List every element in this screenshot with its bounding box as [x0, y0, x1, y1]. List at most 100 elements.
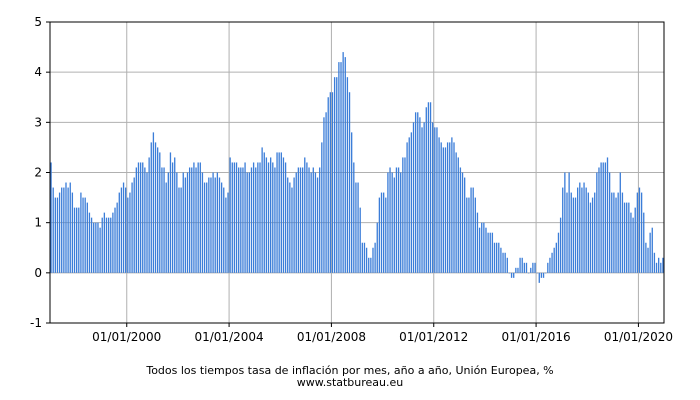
bar	[365, 247, 368, 273]
bar	[263, 152, 265, 273]
bar	[78, 207, 80, 273]
bar	[340, 62, 342, 273]
bar	[65, 182, 67, 273]
bar	[270, 157, 272, 273]
bar	[545, 272, 547, 274]
bar	[513, 272, 515, 278]
y-tick-label: 1	[34, 216, 42, 230]
bar	[238, 167, 240, 273]
bar	[449, 142, 451, 273]
bar	[649, 232, 651, 273]
bar	[280, 152, 282, 273]
bar	[169, 152, 172, 273]
bar	[645, 242, 647, 273]
bar	[50, 162, 52, 273]
bar	[459, 167, 462, 273]
bar	[178, 187, 180, 273]
bar	[321, 142, 323, 273]
x-tick-label: 01/01/2012	[399, 330, 468, 344]
bar	[182, 172, 184, 273]
bar	[120, 187, 123, 273]
x-tick-label: 01/01/2016	[501, 330, 570, 344]
bar	[242, 167, 244, 273]
bar	[417, 112, 419, 273]
plot-frame	[49, 21, 665, 324]
bar	[314, 172, 317, 273]
bar	[167, 172, 169, 273]
bar	[75, 207, 78, 273]
bar	[412, 122, 415, 273]
bar	[572, 197, 575, 273]
bar	[186, 172, 189, 273]
bar	[361, 242, 363, 273]
bar	[199, 162, 201, 273]
bar	[380, 192, 383, 273]
bar	[378, 197, 381, 273]
bar	[508, 272, 511, 274]
chart-source: www.statbureau.eu	[296, 376, 404, 389]
bar	[536, 272, 538, 274]
bar	[461, 172, 464, 273]
bar	[265, 157, 268, 273]
bar	[71, 192, 74, 273]
bar	[284, 162, 287, 273]
bar	[540, 272, 543, 278]
bar	[144, 167, 146, 273]
bar	[408, 137, 410, 273]
bar	[434, 127, 436, 273]
bar	[112, 212, 114, 273]
bar	[122, 182, 125, 273]
bar	[206, 182, 208, 273]
bar	[267, 162, 270, 273]
bar	[73, 207, 76, 273]
bar	[146, 172, 148, 273]
bar	[274, 167, 276, 273]
bar	[468, 197, 470, 273]
bar	[223, 187, 225, 273]
bar	[329, 92, 332, 273]
grid-lines	[50, 21, 664, 324]
bar	[165, 182, 167, 273]
bar	[474, 197, 476, 273]
y-tick-label: 3	[34, 115, 42, 129]
bar	[591, 197, 594, 273]
bar	[483, 222, 485, 273]
bar	[538, 272, 540, 283]
bar	[615, 197, 617, 273]
bar	[346, 77, 349, 273]
bar	[453, 142, 455, 273]
bar	[391, 172, 393, 273]
bar	[658, 257, 660, 273]
bar	[630, 212, 632, 273]
bar	[107, 217, 110, 273]
bar	[368, 257, 370, 273]
bar	[489, 232, 491, 273]
bar	[336, 77, 338, 273]
bar	[174, 157, 176, 273]
bar	[410, 132, 413, 273]
bar	[203, 182, 206, 273]
bar	[176, 172, 178, 273]
bar	[568, 172, 570, 273]
bar	[246, 172, 248, 273]
bar	[338, 62, 340, 273]
bar	[289, 182, 291, 273]
bar	[69, 182, 71, 273]
bar	[626, 202, 628, 273]
bar	[385, 197, 387, 273]
bar	[306, 162, 308, 273]
bar	[600, 162, 602, 273]
bar	[276, 152, 278, 273]
bar	[510, 272, 513, 278]
bar	[470, 187, 472, 273]
bar	[436, 127, 438, 273]
bar	[188, 167, 191, 273]
bar	[137, 162, 140, 273]
bar	[255, 167, 257, 273]
bar	[551, 252, 553, 273]
bar	[481, 222, 483, 273]
chart-title: Todos los tiempos tasa de inflación por …	[146, 364, 554, 377]
bar	[331, 92, 334, 273]
bar	[487, 232, 489, 273]
